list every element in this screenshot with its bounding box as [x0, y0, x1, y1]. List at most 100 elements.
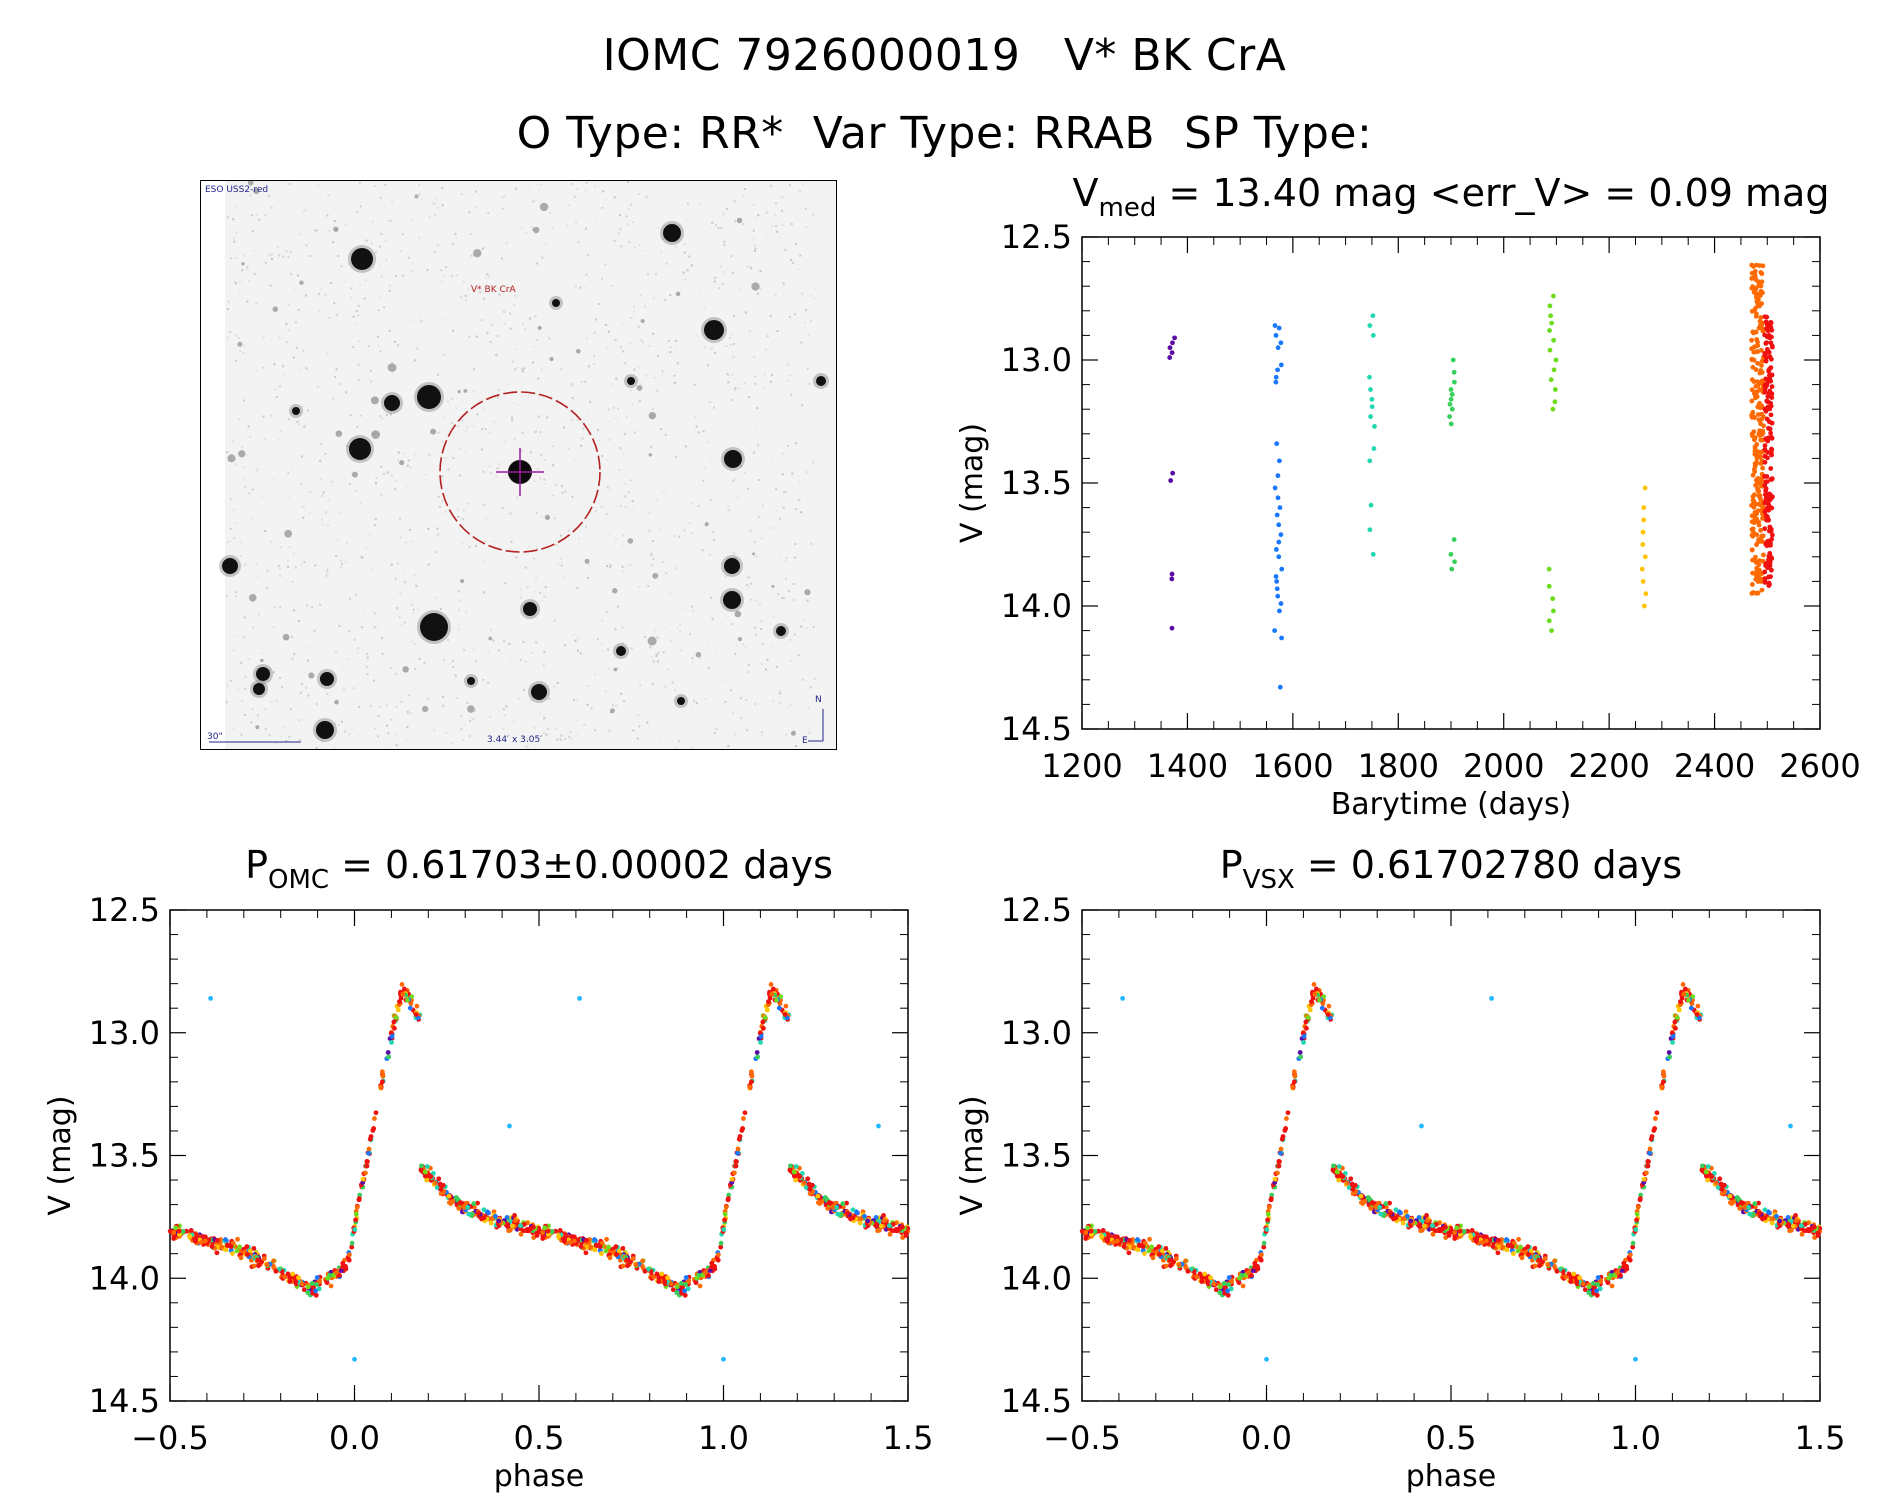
phase-point: [1246, 1270, 1251, 1275]
phase-point: [230, 1251, 235, 1257]
phase-point: [309, 1281, 315, 1286]
sky-noise: [812, 297, 815, 300]
sky-noise: [355, 322, 358, 325]
phase-point: [379, 1079, 385, 1085]
sky-noise: [619, 228, 622, 231]
sky-noise: [528, 748, 531, 749]
faint-star: [734, 610, 742, 618]
sky-noise: [296, 420, 299, 423]
sky-noise: [739, 697, 742, 700]
sky-noise: [463, 724, 466, 727]
lightcurve-point: [1275, 593, 1281, 599]
sky-noise: [437, 495, 440, 498]
lightcurve-point: [1449, 392, 1455, 397]
sky-noise: [341, 667, 344, 670]
sky-noise: [511, 416, 514, 419]
sky-noise: [774, 293, 777, 296]
sky-noise: [593, 673, 596, 676]
lightcurve-point: [1768, 430, 1774, 436]
sky-noise: [342, 315, 345, 318]
sky-noise: [284, 325, 287, 328]
phase-point: [835, 1211, 841, 1217]
sky-noise: [358, 284, 361, 287]
phase-point: [293, 1279, 299, 1285]
phase-outlier: [507, 1123, 512, 1129]
phase-point: [607, 1255, 613, 1261]
sky-noise: [772, 700, 775, 703]
sky-noise: [784, 490, 787, 493]
sky-noise: [351, 727, 354, 730]
sky-noise: [560, 368, 563, 371]
sky-noise: [264, 214, 267, 217]
phase-point: [1266, 1204, 1272, 1210]
sky-noise: [261, 652, 264, 655]
sky-noise: [695, 702, 698, 705]
faint-star: [463, 389, 468, 393]
sky-noise: [577, 241, 580, 244]
sky-noise: [709, 499, 712, 502]
lightcurve-point: [1754, 461, 1759, 467]
phase-point: [188, 1228, 194, 1233]
faint-star: [488, 636, 493, 641]
sky-noise: [669, 592, 672, 595]
sky-noise: [366, 656, 369, 659]
sky-noise: [387, 732, 390, 735]
sky-noise: [273, 478, 276, 481]
sky-noise: [240, 733, 243, 736]
sky-noise: [303, 561, 306, 564]
sky-noise: [437, 244, 440, 247]
sky-noise: [330, 281, 333, 284]
sky-noise: [753, 356, 756, 359]
lightcurve-point: [1551, 337, 1557, 343]
sky-noise: [673, 374, 676, 377]
phase-point: [857, 1220, 863, 1226]
phase-point: [1421, 1223, 1427, 1229]
sky-noise: [734, 556, 737, 559]
sky-noise: [509, 312, 512, 315]
sky-noise: [645, 374, 648, 377]
sky-noise: [385, 258, 388, 261]
phase-point: [1645, 1159, 1651, 1164]
phase-point: [512, 1212, 517, 1218]
sky-noise: [388, 289, 391, 292]
sky-noise: [302, 349, 305, 352]
lightcurve-point: [1764, 474, 1770, 479]
sky-noise: [704, 697, 707, 700]
x-tick-label: 1600: [1252, 747, 1333, 785]
sky-noise: [579, 286, 582, 289]
sky-noise: [536, 183, 539, 186]
sky-noise: [318, 184, 321, 187]
lightcurve-point: [1764, 479, 1770, 485]
phase-point: [215, 1238, 220, 1243]
sky-noise: [350, 287, 353, 290]
sky-noise: [290, 273, 293, 276]
sky-noise: [624, 506, 627, 509]
sky-noise: [544, 459, 547, 462]
lightcurve-point: [1751, 275, 1757, 280]
sky-noise: [629, 342, 632, 345]
sky-noise: [588, 564, 591, 567]
sky-noise: [235, 591, 238, 594]
sky-noise: [770, 380, 773, 383]
lightcurve-point: [1769, 476, 1775, 482]
lightcurve-point: [1764, 355, 1770, 361]
phase-point: [1274, 1170, 1280, 1176]
phase-point: [354, 1204, 360, 1210]
sky-noise: [319, 477, 322, 480]
sky-noise: [384, 239, 387, 242]
lightcurve-point: [1751, 330, 1757, 336]
lightcurve-point: [1769, 384, 1775, 390]
sky-noise: [674, 455, 677, 458]
sky-noise: [389, 413, 392, 416]
faint-star: [430, 428, 437, 435]
sky-noise: [540, 453, 543, 456]
phase-outlier: [1120, 995, 1125, 1001]
phase-point: [524, 1226, 530, 1232]
sky-noise: [525, 231, 528, 234]
sky-noise: [522, 323, 525, 326]
sky-noise: [812, 459, 815, 462]
sky-noise: [667, 340, 670, 343]
phase-point: [722, 1217, 727, 1223]
phase-point: [819, 1199, 825, 1204]
sky-noise: [752, 451, 755, 454]
